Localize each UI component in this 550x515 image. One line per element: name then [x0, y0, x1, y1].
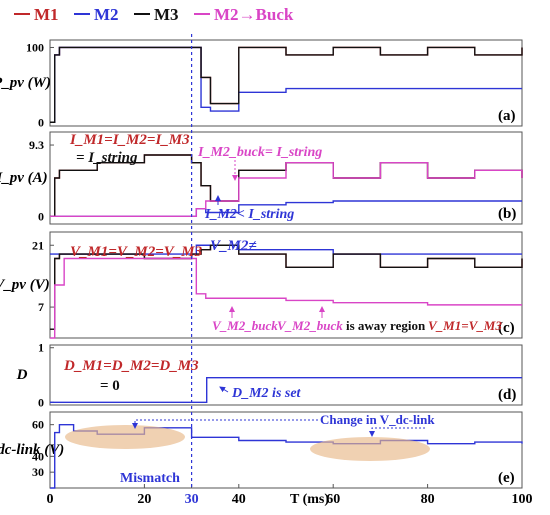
x-tick-0: 0	[47, 492, 54, 507]
annotation-b-equal: I_M1=I_M2=I_M3	[69, 132, 190, 148]
annotation-c-m2neq: V_M2≠	[210, 238, 257, 254]
annotation-c-m2buck: V_M2_buck	[212, 318, 278, 333]
panel-4-ytick-1: 40	[32, 449, 44, 463]
panel-0: 0 100 P_pv (W) (a)	[0, 39, 523, 129]
panel-tag-4: (e)	[498, 470, 515, 486]
panel-3-ytick-1: 1	[38, 341, 44, 355]
x-tick-5: 80	[421, 492, 435, 507]
annotation-c-m1m3: V_M1=V_M3	[428, 318, 502, 333]
annotation-b-buck: I_M2_buck= I_string	[197, 145, 322, 160]
x-tick-3: 40	[232, 492, 246, 507]
panel-3-series-m2	[50, 377, 522, 403]
panel-tag-3: (d)	[498, 387, 516, 403]
legend-entry-0: M1	[34, 5, 59, 24]
panel-2: 7 21 V_pv (V) (c)	[0, 231, 523, 339]
legend: M1 M2 M3 M2→Buck	[14, 5, 294, 24]
panel-ylabel-3: D	[16, 367, 28, 383]
panel-ylabel-2: V_pv (V)	[0, 277, 50, 293]
panel-3: 0 1D (d)	[16, 341, 523, 409]
annotation-b-m2less: I_M2< I_string	[204, 207, 294, 222]
x-tick-2: 30	[185, 492, 199, 507]
annotation-d-equal: D_M1=D_M2=D_M3	[63, 358, 199, 374]
legend-entry-3: M2→Buck	[214, 5, 294, 24]
panel-1-series-m2buck	[50, 161, 523, 218]
panel-tag-0: (a)	[498, 108, 516, 124]
panel-frame-4	[49, 411, 523, 489]
panel-2-ytick-1: 21	[32, 238, 44, 252]
x-tick-4: 60	[326, 492, 340, 507]
highlight-ellipse-right	[310, 437, 430, 461]
arrow-d-set	[219, 386, 229, 393]
panel-2-series-m2	[50, 244, 522, 255]
panel-0-series-m1	[50, 46, 523, 123]
mismatch-label: Mismatch	[120, 471, 180, 486]
panel-tag-1: (b)	[498, 206, 516, 222]
highlight-ellipse-left	[65, 425, 185, 449]
panel-2-series-m2buck	[50, 257, 522, 339]
annotation-c-equal: V_M1=V_M2=V_M3	[70, 244, 203, 260]
panel-3-ytick-0: 0	[38, 395, 44, 409]
panel-1-ytick-1: 9.3	[29, 138, 44, 152]
arrow-e-left	[132, 419, 318, 429]
legend-entry-1: M2	[94, 5, 119, 24]
annotation-b-istring: = I_string	[76, 150, 138, 166]
x-tick-6: 100	[512, 492, 533, 507]
panel-1-ytick-0: 0	[38, 209, 44, 223]
panel-0-ytick-1: 100	[26, 40, 44, 54]
annotation-c-away: is away region	[346, 318, 426, 333]
panel-4-series-m2	[50, 423, 523, 489]
panel-frame-0	[49, 39, 523, 127]
panel-4-ytick-2: 60	[32, 418, 44, 432]
panel-0-series-m2	[50, 46, 522, 123]
panel-2-series-m3	[50, 244, 523, 330]
panel-2-ytick-0: 7	[38, 300, 44, 314]
annotation-d-zero: = 0	[100, 378, 120, 394]
arrow-e-right	[369, 427, 425, 437]
panel-1: 0 9.3 I_pv (A) (b)	[0, 131, 523, 225]
panel-ylabel-0: P_pv (W)	[0, 75, 51, 91]
panel-4-ytick-0: 30	[32, 465, 44, 479]
x-axis: 0 20 30 40 60 80 100	[47, 484, 533, 507]
annotation-c-m2buck-2: V_M2_buck	[277, 318, 343, 333]
panel-4: 30 40 60 V_dc-link (V) (e)	[0, 411, 523, 489]
panel-frame-3	[49, 344, 523, 406]
panels: 0 100 P_pv (W) (a) 0 9.3 I_pv (A) (b) 7 21 V_pv (V…	[0, 39, 523, 489]
panel-ylabel-4: V_dc-link (V)	[0, 442, 64, 458]
x-tick-1: 20	[137, 492, 151, 507]
panel-frame-2	[49, 231, 523, 339]
panel-0-ytick-0: 0	[38, 115, 44, 129]
panel-0-series-m3	[50, 46, 523, 123]
x-axis-label: T (ms)	[290, 492, 329, 507]
panel-ylabel-1: I_pv (A)	[0, 170, 48, 186]
annotation-d-set: D_M2 is set	[231, 386, 302, 401]
panel-tag-2: (c)	[498, 320, 515, 336]
annotation-e-change: Change in V_dc-link	[320, 412, 435, 427]
legend-entry-2: M3	[154, 5, 179, 24]
